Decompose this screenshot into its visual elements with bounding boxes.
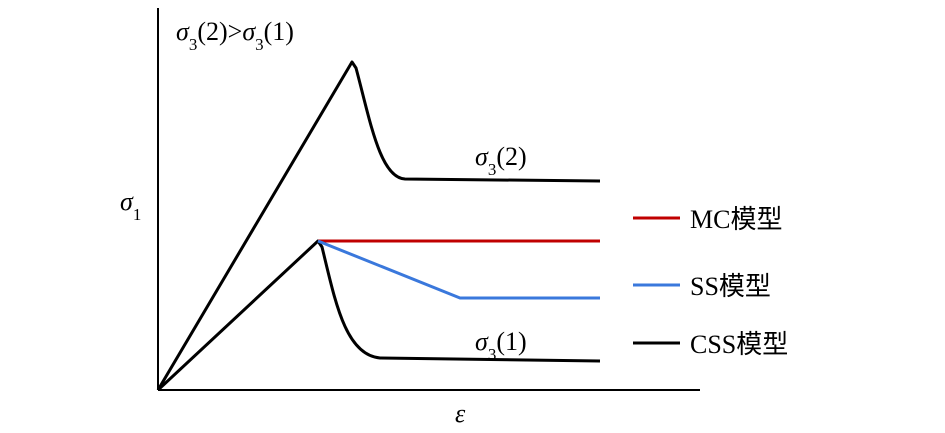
x-axis-label: ε xyxy=(455,399,466,428)
ss-curve xyxy=(317,239,600,300)
lower-curve-label: σ3(1) xyxy=(475,327,527,364)
css-curve-lower xyxy=(156,239,601,392)
legend-label: SS模型 xyxy=(690,272,771,301)
legend-label: MC模型 xyxy=(690,205,782,234)
condition-label: σ3(2)>σ3(1) xyxy=(176,17,294,54)
upper-curve-label: σ3(2) xyxy=(475,142,527,179)
css-curve-upper xyxy=(156,60,601,391)
y-axis-label: σ1 xyxy=(120,187,141,224)
legend-label: CSS模型 xyxy=(690,330,788,359)
legend: MC模型 SS模型 CSS模型 xyxy=(633,205,788,359)
